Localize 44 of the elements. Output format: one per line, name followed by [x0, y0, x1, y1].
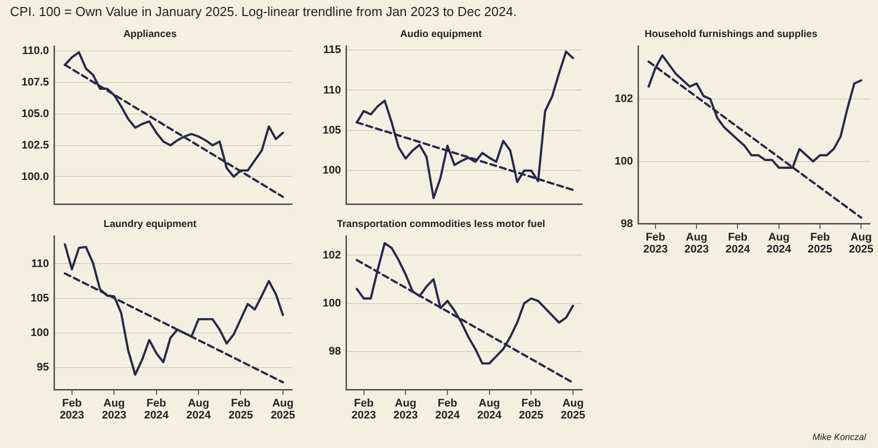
y-tick-label: 98 — [620, 218, 633, 230]
x-tick-label: Feb 2024 — [144, 398, 170, 422]
chart-title: Transportation commodities less motor fuel — [336, 218, 546, 230]
chart-title: Household furnishings and supplies — [644, 28, 818, 40]
x-tick-label: Aug 2025 — [270, 398, 296, 422]
y-tick-label: 105 — [322, 124, 341, 136]
x-tick-label: Feb 2025 — [518, 398, 544, 422]
x-tick-label: Aug 2025 — [560, 398, 586, 422]
y-tick-label: 100.0 — [21, 170, 49, 183]
x-tick-label: Aug 2024 — [766, 232, 792, 256]
y-tick-label: 110 — [323, 84, 341, 96]
y-tick-label: 105.0 — [21, 108, 49, 120]
y-tick-label: 100 — [322, 297, 341, 310]
x-tick-label: Aug 2023 — [684, 232, 709, 256]
x-tick-label: Aug 2024 — [477, 398, 502, 422]
y-tick-label: 110.0 — [22, 45, 49, 58]
x-tick-label: Aug 2024 — [186, 398, 212, 422]
y-tick-label: 102 — [614, 93, 633, 106]
x-tick-label: Aug 2023 — [393, 398, 418, 422]
text: Mike Konczal — [812, 432, 866, 442]
x-tick-label: Feb 2023 — [643, 232, 668, 256]
x-tick-label: Aug 2025 — [848, 232, 874, 256]
y-tick-label: 98 — [328, 345, 341, 358]
y-tick-label: 95 — [36, 362, 49, 374]
x-tick-label: Feb 2024 — [726, 232, 751, 256]
x-tick-label: Feb 2023 — [60, 398, 84, 422]
text: CPI. 100 = Own Value in January 2025. Log-linear trendline from Jan 2023 to Dec 2024. — [10, 4, 517, 19]
y-tick-label: 100 — [614, 156, 633, 168]
y-tick-label: 115 — [323, 44, 341, 56]
chart-title: Appliances — [123, 28, 178, 40]
x-tick-label: Feb 2025 — [808, 232, 832, 256]
y-tick-label: 107.5 — [21, 76, 49, 88]
y-tick-label: 100 — [30, 327, 49, 340]
chart-title: Laundry equipment — [104, 218, 198, 230]
y-tick-label: 105 — [30, 292, 49, 304]
x-tick-label: Aug 2023 — [102, 398, 126, 422]
x-tick-label: Feb 2024 — [435, 398, 461, 422]
y-tick-label: 100 — [322, 164, 341, 177]
x-tick-label: Feb 2023 — [352, 398, 376, 422]
y-tick-label: 102 — [322, 249, 341, 262]
x-tick-label: Feb 2025 — [228, 398, 253, 422]
chart-title: Audio equipment — [400, 28, 482, 40]
y-tick-label: 102.5 — [21, 139, 49, 152]
y-tick-label: 110 — [31, 258, 49, 270]
